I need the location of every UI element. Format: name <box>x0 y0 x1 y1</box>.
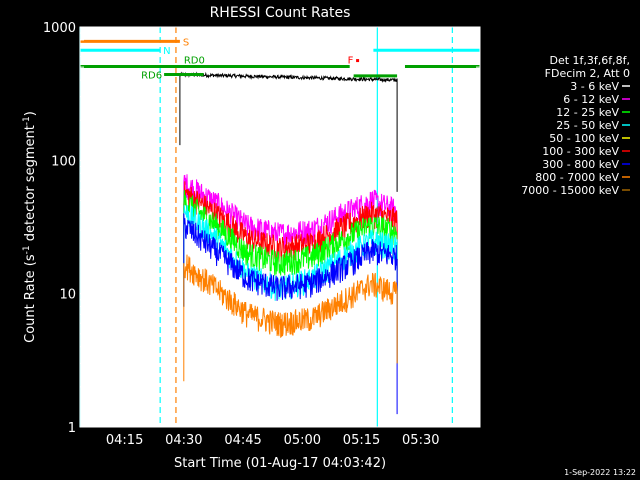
flag-label-rd0: RD0 <box>184 56 205 67</box>
series-group <box>179 71 398 415</box>
x-tick-label: 04:30 <box>165 433 202 448</box>
x-axis: 04:15 04:30 04:45 05:00 05:15 05:30 <box>84 27 481 448</box>
x-tick-label: 05:00 <box>284 433 321 448</box>
y-label-part1: Count Rate (s <box>23 254 38 343</box>
flag-label-n: N <box>163 46 170 57</box>
flag-label-s: S <box>183 37 189 48</box>
y-label-sup1: -1 <box>22 245 32 254</box>
legend-header-line: FDecim 2, Att 0 <box>545 67 630 80</box>
series-line-300to800keV-kev <box>183 213 398 415</box>
legend-entry-label: 100 - 300 keV <box>542 145 619 158</box>
legend-entry-label: 50 - 100 keV <box>549 132 619 145</box>
legend-entry-label: 6 - 12 keV <box>563 93 619 106</box>
flare-marker-dot <box>356 59 360 63</box>
flag-bars: S N RD0 RD6 <box>80 37 480 82</box>
legend-entry-label: 25 - 50 keV <box>556 119 619 132</box>
flare-marker-group: F <box>348 56 360 67</box>
legend-entry-label: 7000 - 15000 keV <box>521 184 619 197</box>
series-line-100to300keV-kev <box>183 181 398 364</box>
series-line-12to25keV-kev <box>183 190 398 364</box>
x-tick-label: 04:45 <box>224 433 261 448</box>
chart-title: RHESSI Count Rates <box>210 5 351 21</box>
legend-entry-label: 800 - 7000 keV <box>535 171 619 184</box>
y-tick-label: 1000 <box>43 21 76 36</box>
x-tick-label: 04:15 <box>106 433 143 448</box>
legend-entry-label: 300 - 800 keV <box>542 158 619 171</box>
flag-label-rd6: RD6 <box>141 71 162 82</box>
x-tick-label: 05:30 <box>402 433 439 448</box>
legend-entry-label: 3 - 6 keV <box>570 80 619 93</box>
series-line-800to7000keV-kev <box>183 254 398 382</box>
y-tick-label: 1 <box>68 421 76 436</box>
y-label-sup2: -1 <box>22 116 32 125</box>
series-line-6to12keV-kev <box>183 174 398 364</box>
flare-marker-label: F <box>348 56 354 67</box>
legend-entry-label: 12 - 25 keV <box>556 106 619 119</box>
y-label-part2: detector segment <box>23 125 38 245</box>
y-axis-label: Count Rate (s-1 detector segment-1) <box>22 111 38 343</box>
x-axis-label: Start Time (01-Aug-17 04:03:42) <box>174 456 386 471</box>
y-label-part3: ) <box>23 111 38 116</box>
legend-header-line: Det 1f,3f,6f,8f, <box>549 54 630 67</box>
y-axis: 1 10 100 1000 <box>43 21 480 436</box>
footer-timestamp: 1-Sep-2022 13:22 <box>564 468 636 477</box>
legend: Det 1f,3f,6f,8f,FDecim 2, Att 03 - 6 keV… <box>521 54 630 197</box>
x-tick-label: 05:15 <box>343 433 380 448</box>
y-tick-label: 100 <box>51 154 76 169</box>
y-tick-label: 10 <box>59 288 76 303</box>
series-line-3to6keV-kev <box>179 71 398 192</box>
plot-frame <box>79 26 481 428</box>
